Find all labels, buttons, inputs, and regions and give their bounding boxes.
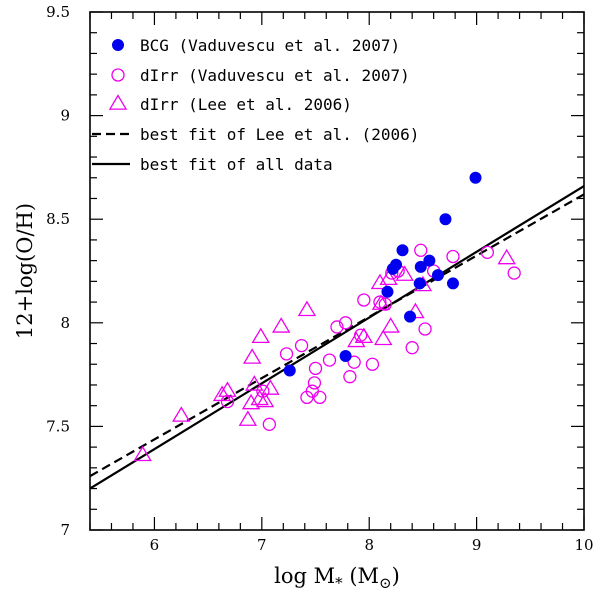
fit-lines — [90, 185, 584, 490]
x-tick-label: 8 — [364, 536, 374, 554]
dirr-lee-point — [271, 317, 291, 333]
dirr-vaduvescu-point — [373, 295, 387, 309]
y-tick-label: 9.5 — [46, 3, 70, 21]
bcg-point — [423, 254, 436, 267]
dirr-vaduvescu-point — [353, 328, 368, 342]
legend-fit-all: best fit of all data — [92, 155, 333, 174]
y-axis-title: 12+log(O/H) — [13, 203, 37, 339]
bcg-point — [413, 277, 426, 290]
dirr-vaduvescu-point — [357, 293, 371, 307]
bcg-point — [439, 213, 452, 226]
dirr-lee-point — [242, 348, 262, 364]
y-tick-label: 8.5 — [46, 210, 70, 228]
dirr-vaduvescu-point — [338, 316, 353, 330]
legend-symbol — [111, 68, 125, 82]
dirr-lee-point — [373, 329, 393, 346]
dirr-vaduvescu-point — [378, 297, 392, 311]
x-tick-label: 10 — [574, 536, 593, 554]
y-tick-label: 7 — [60, 521, 70, 539]
bcg-point — [396, 244, 409, 257]
x-tick-label: 9 — [472, 536, 482, 554]
x-axis-title: log M* (M⊙) — [274, 564, 400, 592]
dirr-lee-point — [133, 445, 152, 462]
bcg-point — [404, 310, 417, 323]
dirr-vaduvescu-point — [343, 370, 357, 384]
dirr-vaduvescu-point — [220, 394, 235, 409]
fit-line-all — [90, 185, 584, 490]
dirr-vaduvescu-point — [262, 417, 276, 431]
plot-frame — [89, 11, 585, 531]
data-markers — [133, 171, 521, 462]
dirr-vaduvescu-point — [414, 243, 428, 257]
dirr-vaduvescu-point — [480, 245, 494, 260]
dirr-vaduvescu-point — [405, 341, 419, 355]
legend-label: dIrr (Vaduvescu et al. 2007) — [140, 66, 410, 85]
legend: BCG (Vaduvescu et al. 2007) dIrr (Vaduves… — [92, 36, 419, 174]
dirr-lee-point — [371, 294, 391, 310]
dirr-lee-point — [245, 375, 264, 391]
y-tick-label: 7.5 — [46, 417, 70, 435]
dirr-lee-point — [354, 327, 374, 344]
dirr-vaduvescu-point — [507, 266, 521, 280]
dirr-lee-point — [497, 248, 516, 265]
dirr-lee-point — [347, 331, 366, 348]
dirr-lee-point — [251, 327, 270, 344]
dirr-vaduvescu-point — [347, 355, 361, 369]
dirr-lee-point — [381, 317, 400, 333]
dirr-vaduvescu-point — [294, 338, 309, 353]
dirr-lee-point — [218, 381, 237, 397]
dirr-lee-point — [297, 300, 317, 317]
dirr-lee-point — [370, 273, 390, 290]
bcg-point — [339, 349, 352, 362]
dirr-lee-point — [261, 379, 280, 395]
dirr-lee-point — [238, 410, 258, 426]
bcg-point — [381, 285, 394, 298]
dirr-vaduvescu-point — [308, 361, 323, 376]
legend-bcg: BCG (Vaduvescu et al. 2007) — [112, 36, 400, 55]
axis-ticks: 6 7 8 9 10 7 7.5 8 8.5 9 9.5 — [46, 3, 593, 554]
dirr-vaduvescu-point — [313, 390, 327, 405]
dirr-vaduvescu-point — [330, 320, 344, 334]
x-tick-label: 7 — [257, 536, 267, 554]
legend-label: BCG (Vaduvescu et al. 2007) — [140, 36, 400, 55]
y-tick-label: 8 — [60, 314, 70, 332]
dirr-vaduvescu-point — [307, 376, 322, 390]
legend-dirr-lee: dIrr (Lee et al. 2006) — [108, 94, 352, 114]
bcg-point — [390, 258, 403, 271]
legend-label: dIrr (Lee et al. 2006) — [140, 95, 352, 114]
bcg-point — [446, 277, 459, 290]
y-tick-label: 9 — [60, 107, 70, 125]
legend-fit-lee: best fit of Lee et al. (2006) — [92, 125, 419, 144]
dirr-vaduvescu-point — [322, 353, 337, 367]
x-tick-label: 6 — [150, 536, 160, 554]
dirr-vaduvescu-point — [418, 322, 432, 336]
bcg-point — [283, 364, 296, 377]
dirr-vaduvescu-point — [446, 249, 460, 264]
dirr-vaduvescu-point — [365, 357, 380, 371]
legend-symbol — [112, 39, 124, 51]
dirr-vaduvescu-point — [279, 347, 294, 361]
bcg-point — [414, 260, 427, 273]
dirr-lee-point — [379, 269, 398, 286]
legend-symbol — [108, 94, 128, 110]
bcg-point — [431, 269, 444, 282]
dirr-lee-point — [172, 406, 191, 422]
legend-label: best fit of Lee et al. (2006) — [140, 125, 419, 144]
dirr-vaduvescu-point — [256, 384, 270, 398]
dirr-lee-point — [241, 393, 261, 410]
bcg-point — [469, 171, 482, 184]
fit-line-lee — [90, 193, 584, 478]
legend-label: best fit of all data — [140, 155, 333, 174]
x-axis-title-unit-symbol: ⊙ — [379, 574, 392, 592]
x-axis-title-subscript: * — [335, 574, 343, 592]
legend-dirr-vaduvescu: dIrr (Vaduvescu et al. 2007) — [111, 66, 410, 85]
dirr-lee-point — [395, 265, 414, 281]
dirr-lee-point — [255, 391, 275, 408]
